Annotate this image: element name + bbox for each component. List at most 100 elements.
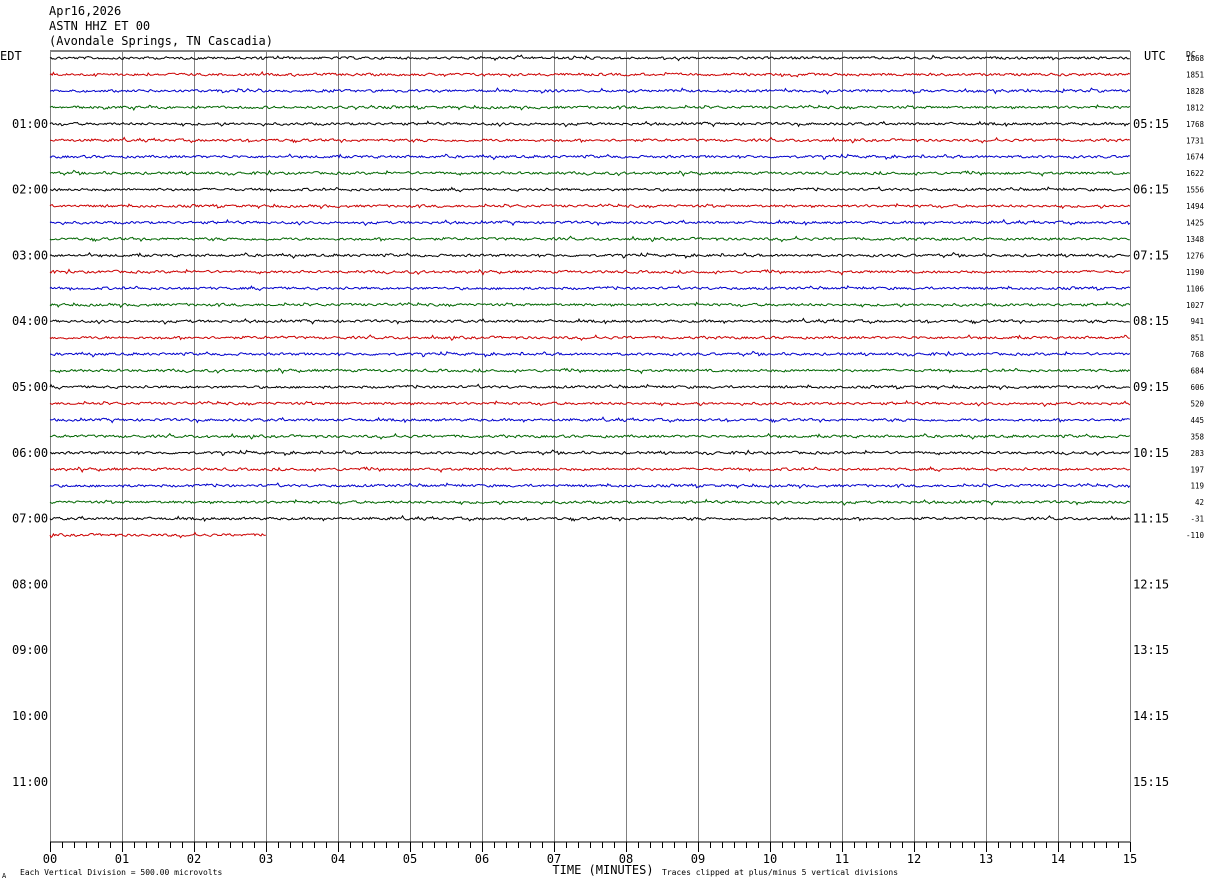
hour-label-edt: 09:00	[12, 643, 48, 657]
trace-dc-value: -31	[1190, 515, 1204, 524]
station-location: (Avondale Springs, TN Cascadia)	[49, 34, 273, 48]
hour-label-utc: 10:15	[1133, 446, 1169, 460]
time-axis	[50, 841, 1131, 852]
trace-dc-value: 1828	[1186, 87, 1205, 96]
trace-line	[49, 482, 1131, 489]
x-tick-label: 13	[979, 852, 993, 866]
x-tick-label: 05	[403, 852, 417, 866]
right-timezone-label: UTC	[1144, 49, 1166, 63]
trace-dc-value: 1768	[1186, 120, 1205, 129]
trace-dc-value: 1674	[1186, 153, 1205, 162]
trace-line	[49, 301, 1131, 309]
trace-line	[49, 531, 266, 539]
x-tick-label: 01	[115, 852, 129, 866]
trace-dc-value: 1556	[1186, 186, 1205, 195]
trace-dc-value: 1190	[1186, 268, 1205, 277]
hour-label-utc: 11:15	[1133, 512, 1169, 526]
trace-dc-value: 851	[1190, 334, 1204, 343]
hour-label-utc: 14:15	[1133, 709, 1169, 723]
left-timezone-label: EDT	[0, 49, 22, 63]
trace-line	[49, 334, 1130, 342]
x-tick-label: 02	[187, 852, 201, 866]
x-tick-label: 03	[259, 852, 273, 866]
trace-line	[50, 136, 1131, 144]
x-tick-label: 00	[43, 852, 57, 866]
hour-label-edt: 08:00	[12, 577, 48, 591]
hour-label-edt: 02:00	[12, 183, 48, 197]
trace-line	[49, 202, 1131, 210]
x-tick-label: 08	[619, 852, 633, 866]
trace-line	[49, 268, 1130, 276]
trace-dc-value: 42	[1195, 498, 1204, 507]
trace-dc-value: 1868	[1186, 54, 1205, 63]
hour-label-edt: 06:00	[12, 446, 48, 460]
trace-line	[50, 350, 1131, 358]
trace-line	[49, 235, 1130, 243]
trace-line	[49, 54, 1130, 62]
trace-dc-value: 1348	[1186, 235, 1205, 244]
hour-label-edt: 11:00	[12, 775, 48, 789]
trace-dc-value: 1425	[1186, 219, 1204, 228]
trace-line	[49, 317, 1130, 325]
x-tick-label: 06	[475, 852, 489, 866]
x-tick-label: 15	[1123, 852, 1137, 866]
trace-dc-value: 1851	[1186, 71, 1204, 80]
x-tick-label: 11	[835, 852, 849, 866]
trace-line	[49, 432, 1131, 440]
trace-dc-value: 1276	[1186, 251, 1205, 260]
axis-labels: 1868185118281812176817311674162215561494…	[12, 54, 1204, 866]
hour-label-utc: 06:15	[1133, 183, 1169, 197]
trace-dc-value: -110	[1186, 531, 1205, 540]
trace-dc-value: 445	[1190, 416, 1204, 425]
trace-line	[49, 252, 1131, 259]
trace-dc-value: 197	[1190, 465, 1204, 474]
hour-label-utc: 08:15	[1133, 314, 1169, 328]
hour-label-utc: 13:15	[1133, 643, 1169, 657]
plot-header: Apr16,2026 ASTN HHZ ET 00 (Avondale Spri…	[49, 4, 273, 49]
trace-line	[49, 120, 1130, 128]
hour-label-edt: 07:00	[12, 512, 48, 526]
trace-line	[49, 104, 1131, 111]
hour-label-utc: 09:15	[1133, 380, 1169, 394]
hour-label-edt: 03:00	[12, 248, 48, 262]
trace-dc-value: 1494	[1186, 202, 1205, 211]
hour-label-edt: 10:00	[12, 709, 48, 723]
dc-header: DC	[1186, 50, 1196, 59]
x-tick-label: 10	[763, 852, 777, 866]
minute-grid	[50, 50, 1131, 842]
trace-line	[49, 514, 1131, 522]
trace-line	[49, 186, 1131, 193]
seismic-traces	[49, 54, 1131, 539]
x-tick-label: 04	[331, 852, 345, 866]
footer-left-note: Each Vertical Division = 500.00 microvol…	[20, 868, 222, 877]
trace-line	[49, 87, 1131, 95]
hour-label-utc: 05:15	[1133, 117, 1169, 131]
x-tick-label: 09	[691, 852, 705, 866]
trace-line	[49, 449, 1130, 457]
trace-dc-value: 1622	[1186, 169, 1204, 178]
x-tick-label: 14	[1051, 852, 1065, 866]
x-tick-label: 12	[907, 852, 921, 866]
station-name: ASTN HHZ ET 00	[49, 19, 151, 33]
trace-dc-value: 520	[1190, 399, 1204, 408]
hour-label-edt: 01:00	[12, 117, 48, 131]
trace-dc-value: 119	[1190, 482, 1204, 491]
plot-date: Apr16,2026	[49, 4, 122, 18]
trace-line	[49, 153, 1130, 161]
x-axis-title: TIME (MINUTES)	[552, 863, 653, 877]
trace-dc-value: 1106	[1186, 284, 1205, 293]
trace-line	[49, 399, 1131, 408]
trace-dc-value: 1027	[1186, 301, 1204, 310]
hour-label-edt: 04:00	[12, 314, 48, 328]
trace-dc-value: 283	[1190, 449, 1204, 458]
x-tick-label: 07	[547, 852, 561, 866]
hour-label-utc: 07:15	[1133, 248, 1169, 262]
trace-line	[49, 218, 1131, 227]
trace-line	[49, 284, 1131, 292]
trace-dc-value: 606	[1190, 383, 1204, 392]
trace-dc-value: 684	[1190, 367, 1204, 376]
trace-dc-value: 941	[1190, 317, 1204, 326]
trace-line	[49, 498, 1131, 506]
corner-mark: A	[2, 872, 7, 880]
